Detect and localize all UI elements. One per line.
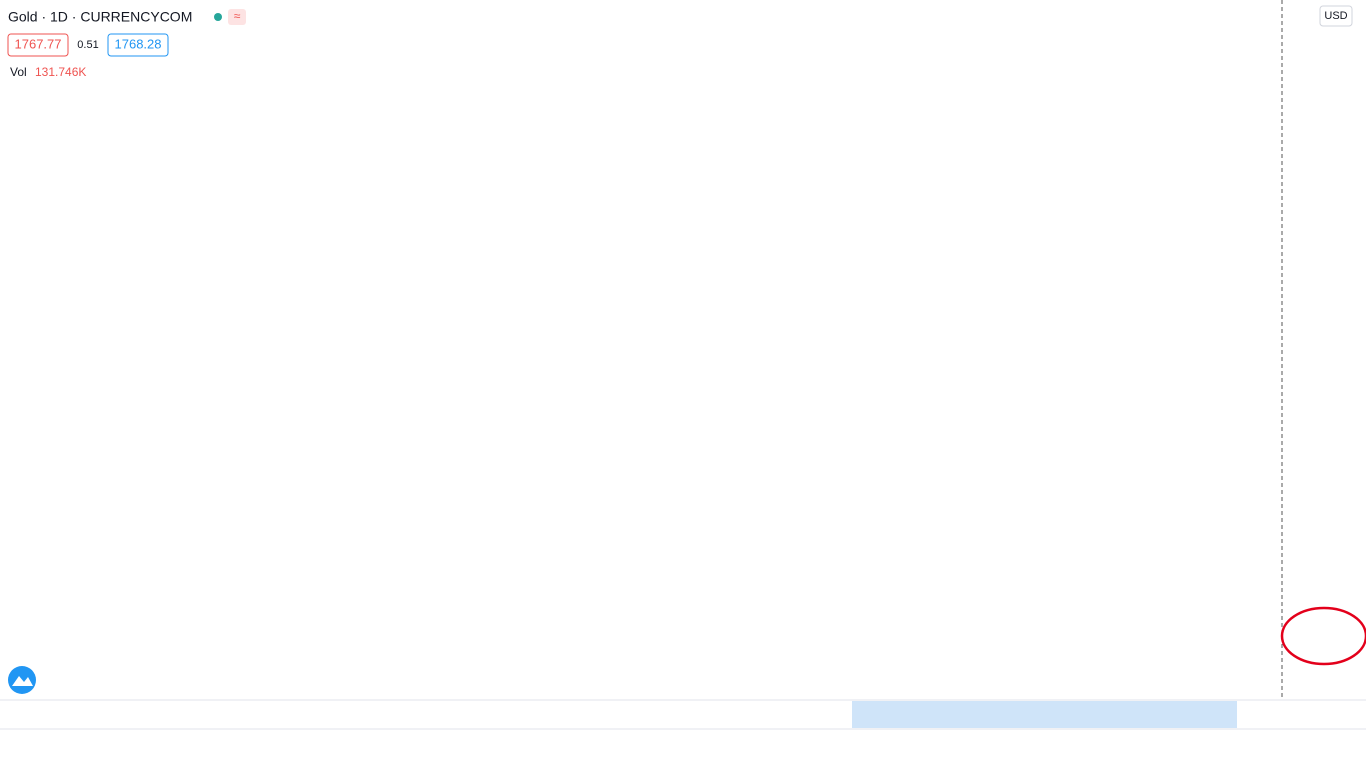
annotation-circle bbox=[1280, 606, 1366, 666]
volume-name: Vol bbox=[10, 65, 27, 79]
symbol: Gold · 1D · CURRENCYCOM bbox=[8, 9, 192, 25]
status-icon bbox=[228, 9, 246, 25]
currency-button[interactable] bbox=[1319, 5, 1353, 27]
volume-value: 131.746K bbox=[35, 65, 86, 79]
bid: 1767.77 bbox=[15, 36, 62, 51]
ask: 1768.28 bbox=[115, 36, 162, 51]
price-axis bbox=[1283, 0, 1366, 700]
ask-box[interactable] bbox=[107, 33, 169, 57]
status-dot bbox=[214, 13, 222, 21]
logo-icon bbox=[12, 676, 33, 686]
spread: 0.51 bbox=[77, 39, 98, 51]
status-icon-text: ≈ bbox=[234, 9, 241, 23]
currency: USD bbox=[1324, 10, 1347, 22]
bid-box[interactable] bbox=[7, 33, 69, 57]
time-selection bbox=[852, 701, 1237, 728]
